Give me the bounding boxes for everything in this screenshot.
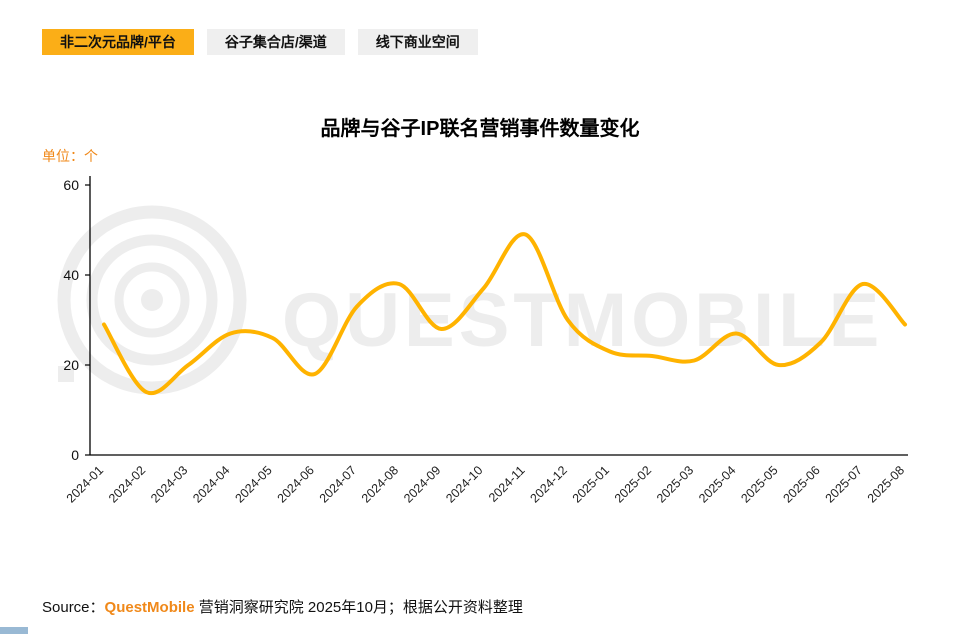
watermark-logo-square bbox=[58, 366, 74, 382]
x-tick-label: 2025-02 bbox=[612, 463, 654, 505]
x-tick-label: 2024-07 bbox=[317, 463, 359, 505]
unit-label: 单位：个 bbox=[42, 148, 98, 164]
x-tick-label: 2025-04 bbox=[696, 463, 738, 505]
watermark-text: QUESTMOBILE bbox=[282, 278, 883, 363]
x-tick-label: 2025-06 bbox=[780, 463, 822, 505]
x-tick-label: 2025-07 bbox=[823, 463, 865, 505]
x-tick-label: 2024-02 bbox=[106, 463, 148, 505]
x-tick-label: 2025-08 bbox=[865, 463, 907, 505]
tab-offline-commercial-space[interactable]: 线下商业空间 bbox=[357, 29, 478, 55]
source-note: Source：QuestMobile 营销洞察研究院 2025年10月；根据公开… bbox=[42, 596, 523, 617]
x-tick-label: 2025-01 bbox=[570, 463, 612, 505]
watermark-logo-dot bbox=[141, 289, 163, 311]
source-suffix: 营销洞察研究院 2025年10月；根据公开资料整理 bbox=[194, 599, 523, 616]
y-tick-label: 40 bbox=[63, 267, 79, 283]
x-tick-label: 2024-08 bbox=[359, 463, 401, 505]
watermark-logo-ring bbox=[114, 262, 190, 338]
x-tick-label: 2024-10 bbox=[443, 463, 485, 505]
x-tick-label: 2024-01 bbox=[64, 463, 106, 505]
watermark-logo-ring bbox=[86, 234, 218, 366]
x-tick-label: 2024-04 bbox=[190, 463, 232, 505]
x-tick-label: 2025-03 bbox=[654, 463, 696, 505]
x-tick-label: 2024-05 bbox=[232, 463, 274, 505]
line-chart-area: QUESTMOBILE 0 20 40 60 2024-01 2024-02 2024-03 2… bbox=[18, 168, 942, 548]
x-tick-label: 2024-06 bbox=[275, 463, 317, 505]
source-brand: QuestMobile bbox=[104, 599, 195, 616]
x-tick-label: 2025-05 bbox=[738, 463, 780, 505]
y-tick-label: 0 bbox=[71, 447, 79, 463]
x-tick-label: 2024-12 bbox=[528, 463, 570, 505]
source-prefix: Source： bbox=[42, 599, 105, 616]
y-tick-label: 60 bbox=[63, 177, 79, 193]
report-tabs: 非二次元品牌/平台 谷子集合店/渠道 线下商业空间 bbox=[42, 29, 478, 55]
tab-goods-collection-store-channel[interactable]: 谷子集合店/渠道 bbox=[206, 29, 345, 55]
x-tick-label: 2024-09 bbox=[401, 463, 443, 505]
x-tick-label: 2024-11 bbox=[486, 463, 528, 505]
data-line bbox=[102, 232, 907, 396]
page-corner-decoration bbox=[0, 627, 28, 634]
y-tick-label: 20 bbox=[63, 357, 79, 373]
watermark-logo-ring bbox=[57, 205, 247, 395]
tab-non-acg-brand-platform[interactable]: 非二次元品牌/平台 bbox=[42, 29, 194, 55]
chart-title: 品牌与谷子IP联名营销事件数量变化 bbox=[320, 118, 640, 140]
x-tick-label: 2024-03 bbox=[148, 463, 190, 505]
